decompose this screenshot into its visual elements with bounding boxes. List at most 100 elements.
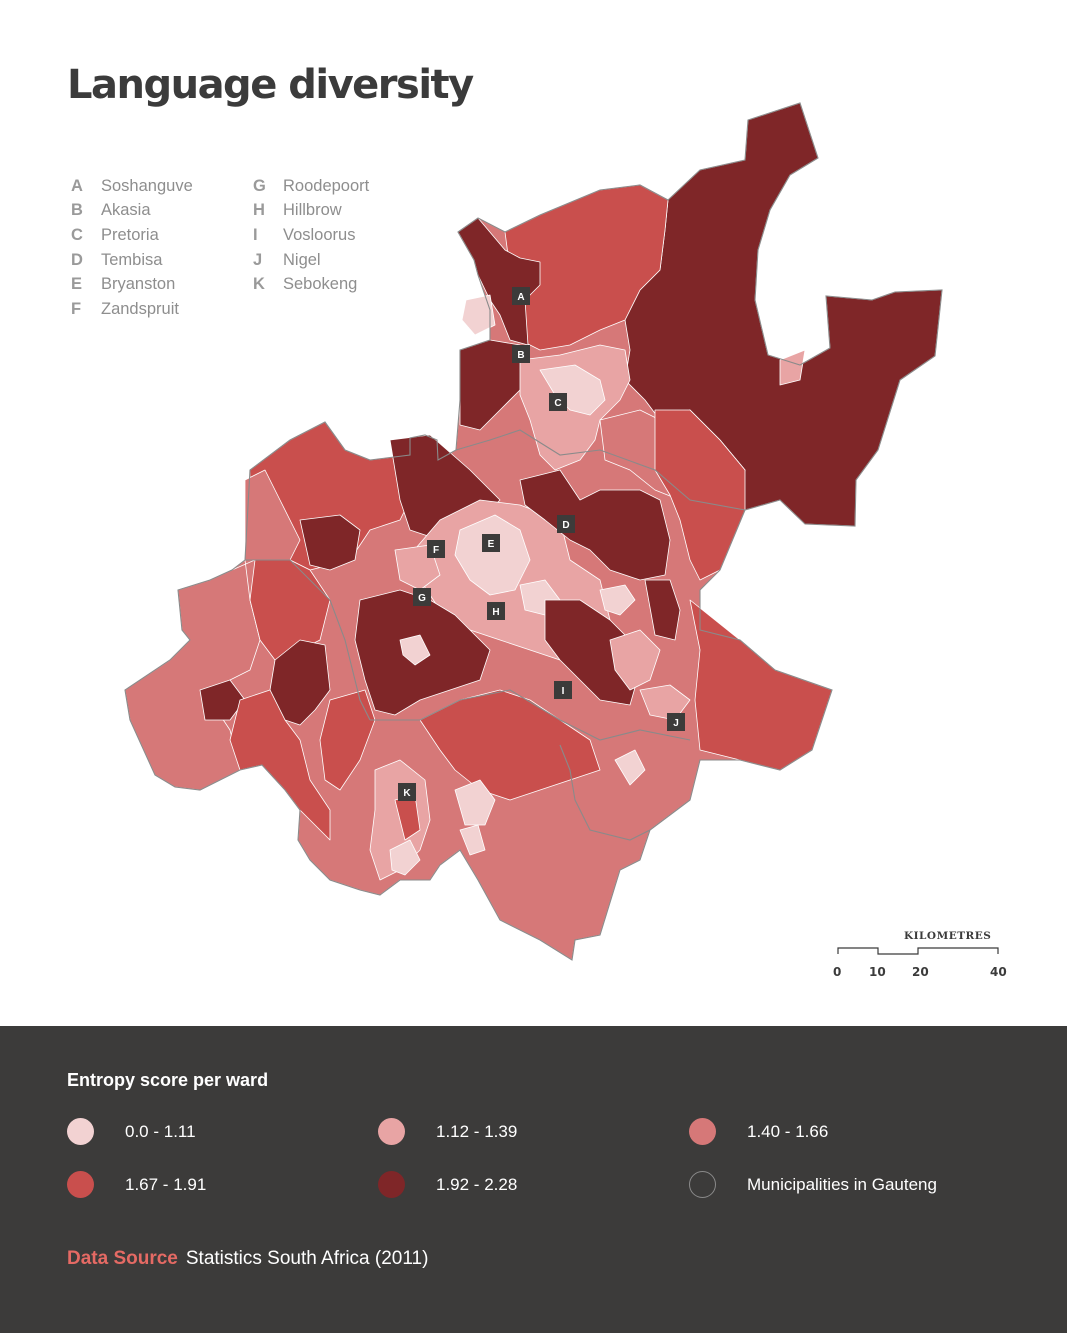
ward-region: [389, 839, 421, 876]
place-key-row: F Zandspruit: [71, 297, 193, 322]
marker-label: K: [403, 788, 411, 799]
ward-region: [639, 684, 691, 721]
ward-region: [454, 514, 531, 596]
marker-label: F: [433, 545, 439, 556]
place-key-row: B Akasia: [71, 199, 193, 224]
place-marker-f: F: [427, 540, 445, 558]
key-letter: A: [71, 176, 83, 195]
legend-swatch: [378, 1171, 405, 1198]
marker-label: D: [562, 520, 569, 531]
marker-label: G: [418, 593, 426, 604]
key-name: Zandspruit: [101, 299, 179, 318]
marker-box: [427, 540, 445, 558]
scale-tick: 0: [833, 965, 842, 979]
ward-region: [454, 779, 496, 826]
scale-tick: 40: [990, 965, 1007, 979]
ward-region: [599, 584, 636, 616]
key-letter: G: [253, 176, 266, 195]
ward-region: [461, 294, 496, 336]
legend-item: 1.67 - 1.91: [67, 1171, 206, 1198]
legend-footer: Entropy score per ward 0.0 - 1.11 1.12 -…: [0, 1026, 1067, 1333]
ward-region: [614, 749, 646, 786]
legend-label: 1.67 - 1.91: [125, 1174, 207, 1194]
place-marker-c: C: [549, 393, 567, 411]
marker-box: [667, 713, 685, 731]
data-source-label: Data Source: [67, 1248, 178, 1269]
marker-label: C: [554, 398, 561, 409]
marker-label: A: [517, 292, 524, 303]
legend-item: 1.92 - 2.28: [378, 1171, 517, 1198]
place-key-row: E Bryanston: [71, 272, 193, 297]
place-marker-d: D: [557, 515, 575, 533]
municipality-boundary: [559, 744, 651, 841]
key-name: Roodepoort: [283, 176, 370, 195]
legend-item: 1.12 - 1.39: [378, 1118, 517, 1145]
ward-region: [609, 629, 661, 691]
place-key-column-2: G Roodepoort H Hillbrow I Vosloorus J Nigel …: [253, 174, 369, 297]
ward-region: [644, 579, 681, 641]
place-key-row: A Soshanguve: [71, 174, 193, 199]
ward-region: [519, 469, 671, 581]
municipality-boundary: [124, 102, 943, 961]
legend-swatch-outline: [689, 1171, 716, 1198]
ward-region: [459, 824, 486, 856]
key-name: Sebokeng: [283, 275, 358, 294]
marker-label: H: [492, 607, 499, 618]
municipality-boundary: [455, 429, 746, 511]
legend-swatch: [689, 1118, 716, 1145]
marker-label: B: [517, 350, 524, 361]
ward-region: [689, 599, 833, 771]
marker-box: [554, 681, 572, 699]
place-key-row: K Sebokeng: [253, 272, 369, 297]
legend-item: Municipalities in Gauteng: [689, 1171, 937, 1198]
ward-region: [779, 349, 806, 386]
marker-box: [413, 588, 431, 606]
legend-swatch: [67, 1118, 94, 1145]
legend-label: 1.40 - 1.66: [747, 1121, 829, 1141]
ward-region: [319, 689, 376, 791]
key-name: Tembisa: [101, 250, 163, 269]
marker-box: [549, 393, 567, 411]
marker-box: [512, 345, 530, 363]
place-key-row: J Nigel: [253, 248, 369, 273]
key-letter: B: [71, 201, 83, 220]
ward-region: [544, 599, 641, 706]
scale-tick: 20: [912, 965, 929, 979]
marker-label: I: [562, 686, 565, 697]
key-letter: C: [71, 225, 83, 244]
key-name: Bryanston: [101, 275, 176, 294]
place-marker-e: E: [482, 534, 500, 552]
key-name: Hillbrow: [283, 201, 342, 220]
marker-box: [512, 287, 530, 305]
scale-bar-line: [837, 947, 999, 955]
place-key-column-1: A Soshanguve B Akasia C Pretoria D Tembisa E…: [71, 174, 193, 322]
legend-item: 0.0 - 1.11: [67, 1118, 196, 1145]
marker-label: J: [673, 718, 679, 729]
marker-box: [557, 515, 575, 533]
ward-region: [399, 634, 431, 666]
place-marker-i: I: [554, 681, 572, 699]
legend-title: Entropy score per ward: [67, 1070, 269, 1090]
legend-label: Municipalities in Gauteng: [747, 1174, 937, 1194]
place-key-row: C Pretoria: [71, 223, 193, 248]
key-letter: D: [71, 250, 83, 269]
place-marker-b: B: [512, 345, 530, 363]
key-letter: E: [71, 275, 83, 294]
place-marker-a: A: [512, 287, 530, 305]
legend-label: 1.92 - 2.28: [436, 1174, 518, 1194]
key-name: Pretoria: [101, 225, 159, 244]
key-name: Soshanguve: [101, 176, 193, 195]
scale-title: KILOMETRES: [904, 930, 992, 942]
legend-label: 0.0 - 1.11: [125, 1121, 196, 1141]
ward-region: [654, 409, 746, 581]
place-markers: A B C D E F G H I J K: [398, 287, 685, 801]
gauteng-ward-map: A B C D E F G H I J K: [124, 102, 999, 961]
key-letter: F: [71, 299, 82, 318]
legend-label: 1.12 - 1.39: [436, 1121, 518, 1141]
legend-swatch: [67, 1171, 94, 1198]
marker-box: [482, 534, 500, 552]
place-key-row: H Hillbrow: [253, 199, 369, 224]
legend-item: 1.40 - 1.66: [689, 1118, 828, 1145]
key-letter: H: [253, 201, 265, 220]
ward-region: [299, 514, 361, 571]
